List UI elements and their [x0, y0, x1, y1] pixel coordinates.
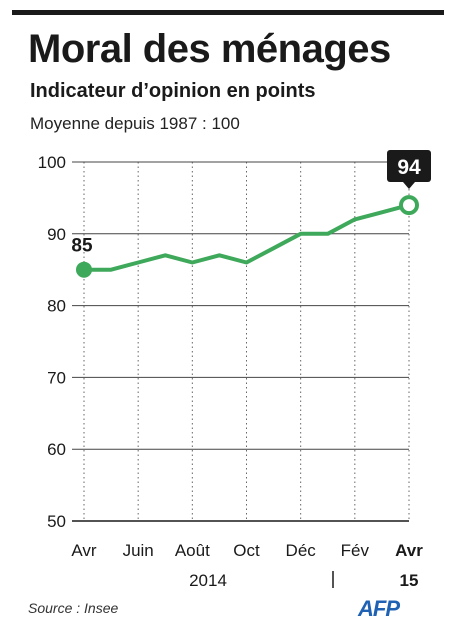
x-tick-label: Fév — [341, 541, 370, 560]
top-rule — [12, 10, 444, 15]
chart-subtitle: Indicateur d’opinion en points — [30, 80, 316, 102]
x-tick-label: Juin — [123, 541, 154, 560]
x-year-label: 2014 — [189, 571, 227, 590]
x-tick-label: Oct — [233, 541, 260, 560]
last-value-callout — [387, 150, 431, 182]
line-chart: 50 60 70 80 90 100 Avr Juin Août Oct Déc Fév Avr 2014… — [38, 150, 431, 590]
last-value-label: 94 — [397, 156, 421, 179]
y-tick-label: 50 — [47, 512, 66, 531]
x-year-label: 15 — [400, 571, 419, 590]
x-tick-label: Avr — [71, 541, 97, 560]
chart-note: Moyenne depuis 1987 : 100 — [30, 114, 240, 133]
source-label: Source : Insee — [28, 600, 119, 616]
x-tick-label: Avr — [395, 541, 423, 560]
series-line — [82, 203, 411, 272]
x-tick-label: Août — [175, 541, 210, 560]
callout-pointer — [403, 182, 415, 189]
chart-title: Moral des ménages — [28, 27, 391, 71]
last-data-point — [399, 195, 419, 216]
y-tick-label: 60 — [47, 440, 66, 459]
first-data-point — [76, 261, 92, 278]
y-tick-label: 90 — [47, 225, 66, 244]
y-tick-label: 100 — [38, 153, 66, 172]
y-tick-label: 80 — [47, 297, 66, 316]
y-tick-label: 70 — [47, 368, 66, 387]
x-tick-label: Déc — [286, 541, 317, 560]
first-value-label: 85 — [71, 236, 93, 257]
afp-logo: AFP — [358, 596, 400, 621]
